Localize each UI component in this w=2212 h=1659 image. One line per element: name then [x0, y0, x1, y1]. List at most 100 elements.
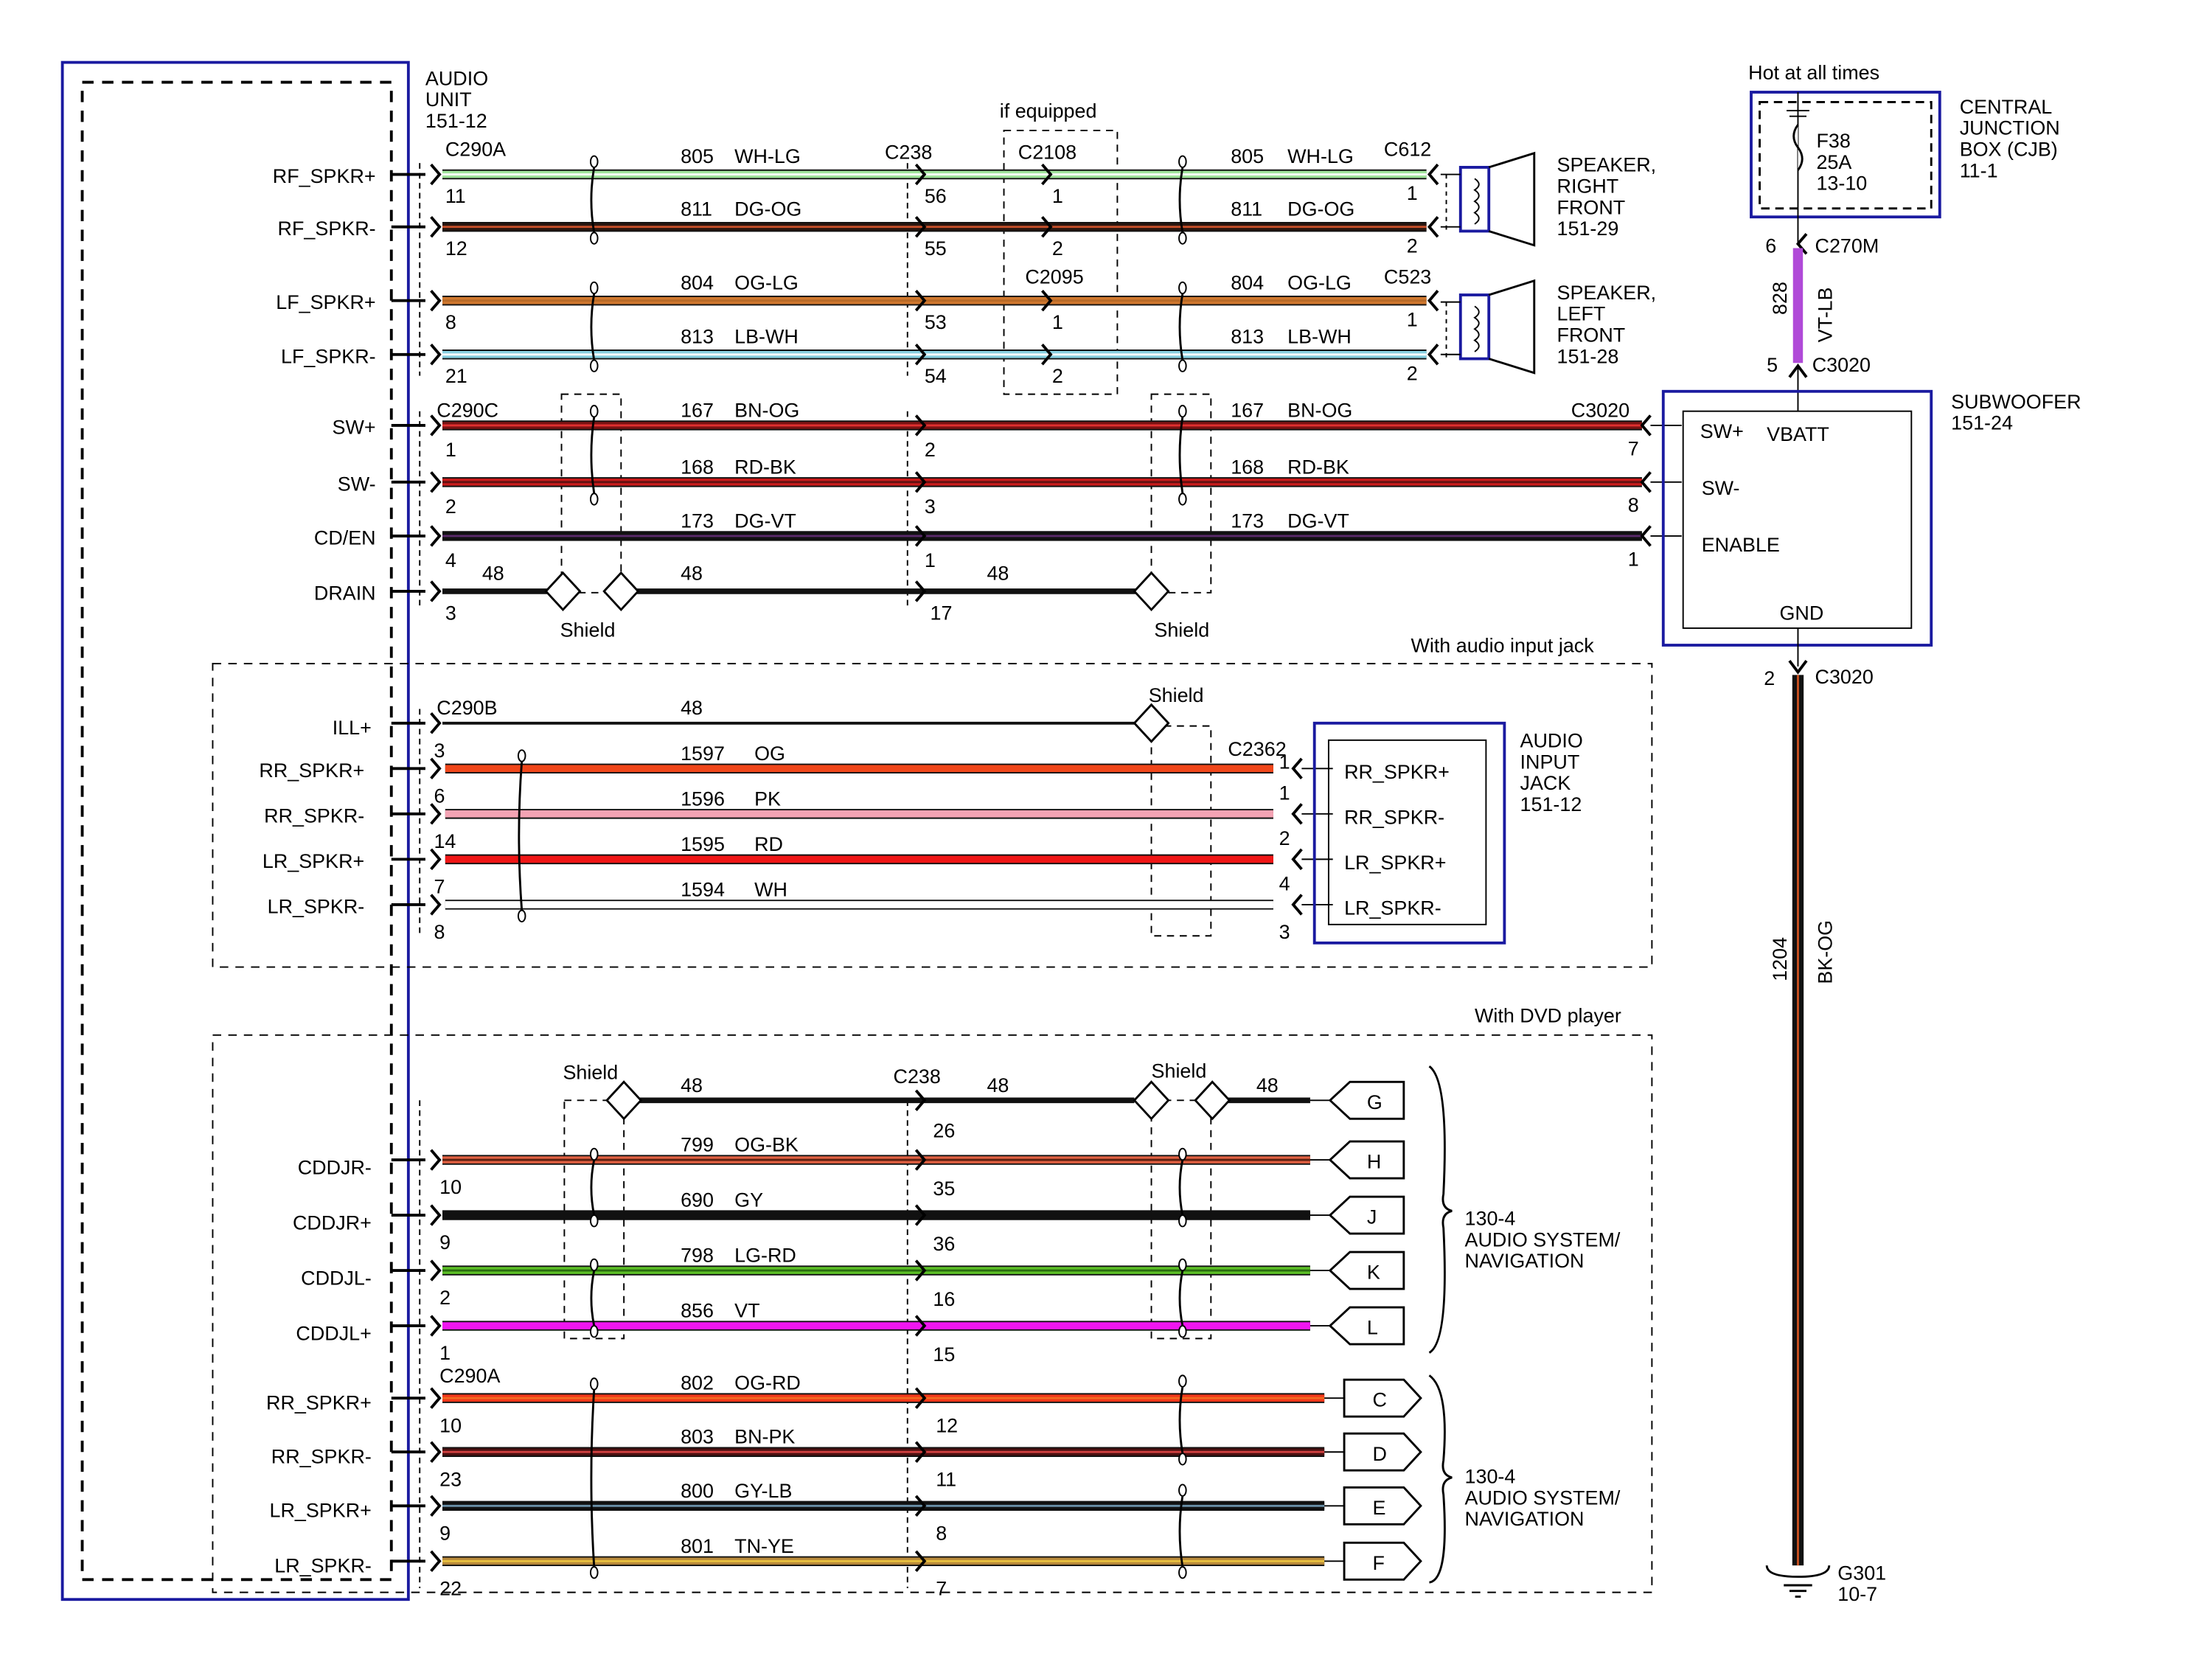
- audio-input-jack-inner: [1327, 739, 1487, 925]
- circuit-number: 1204: [1769, 937, 1791, 981]
- subwoofer-label: 151-24: [1951, 412, 2013, 434]
- wire-color-code: WH-LG: [1287, 145, 1354, 167]
- circuit-number: 48: [987, 1074, 1009, 1096]
- connector-arrow-icon: [1788, 660, 1808, 675]
- pin-number: 36: [933, 1233, 955, 1255]
- twisted-pair-icon: [1178, 1386, 1184, 1454]
- cjb-label: 11-1: [1960, 159, 1998, 181]
- wire-color-code: DG-OG: [734, 198, 801, 220]
- connector-arrow-icon: [430, 414, 442, 437]
- audio-unit-label: 151-12: [425, 110, 487, 132]
- connector-arrow-icon: [1041, 163, 1053, 186]
- wire-color-code: WH: [754, 878, 787, 900]
- audio-unit-inner-box: [80, 80, 393, 1582]
- wire-color-code: PK: [754, 787, 781, 810]
- wire-color-code: WH-LG: [734, 145, 801, 167]
- ground-label: 10-7: [1837, 1583, 1877, 1605]
- connector-label: C290A: [445, 139, 506, 161]
- twisted-pair-icon: [1178, 1495, 1184, 1568]
- pin-label: LR_SPKR-: [274, 1555, 372, 1577]
- circuit-number: 1595: [681, 833, 725, 855]
- connector-arrow-icon: [430, 163, 442, 186]
- pin-number: 1: [1407, 182, 1418, 204]
- twist-end-icon: [1178, 493, 1187, 506]
- speaker-coil-icon: [1473, 178, 1480, 225]
- wire-color-code: VT: [734, 1300, 759, 1322]
- pin-number: 14: [434, 830, 456, 852]
- speaker-label: LEFT: [1557, 303, 1606, 325]
- connector-label: C3020: [1571, 399, 1630, 421]
- circuit-number: 802: [681, 1372, 714, 1394]
- pin-number: 12: [936, 1414, 958, 1436]
- connector-arrow-icon: [1427, 163, 1439, 186]
- circuit-number: 800: [681, 1480, 714, 1502]
- connector-label: C2108: [1018, 141, 1077, 163]
- connector-arrow-icon: [430, 525, 442, 547]
- circuit-number: 798: [681, 1245, 714, 1267]
- connector-arrow-icon: [1291, 848, 1303, 871]
- connector-l: [1328, 1306, 1405, 1346]
- connector-arrow-icon: [430, 344, 442, 366]
- wire-color-code: TN-YE: [734, 1535, 794, 1557]
- connector-g-label: G: [1367, 1091, 1382, 1113]
- connector-arrow-icon: [430, 894, 442, 916]
- hot-at-all-times-label: Hot at all times: [1748, 62, 1879, 84]
- twist-end-icon: [590, 1566, 599, 1579]
- pin-number: 4: [1279, 873, 1290, 895]
- connector-j-label: J: [1367, 1206, 1377, 1228]
- pin-label: SW-: [338, 473, 376, 495]
- ground-icon: [1765, 1565, 1831, 1598]
- connector-arrow-icon: [1041, 215, 1053, 238]
- connector-e-label: E: [1373, 1497, 1386, 1519]
- brace-icon: [1428, 1374, 1453, 1584]
- optional-label: if equipped: [1000, 100, 1097, 122]
- connector-g: [1328, 1080, 1405, 1120]
- connector-label: C290C: [437, 399, 498, 421]
- circuit-number: 828: [1769, 282, 1791, 315]
- shield-label: Shield: [1154, 619, 1209, 641]
- jack-pin-label: LR_SPKR-: [1344, 897, 1441, 919]
- speaker-label: 151-28: [1557, 345, 1619, 367]
- twist-end-icon: [1178, 1258, 1187, 1272]
- pin-label: CDDJR-: [298, 1156, 372, 1178]
- pin-number: 6: [434, 785, 445, 807]
- speaker-cone-icon: [1488, 151, 1536, 247]
- connector-arrow-icon: [430, 1149, 442, 1171]
- twist-end-icon: [590, 232, 599, 245]
- connector-e: [1343, 1486, 1422, 1526]
- connector-arrow-icon: [914, 289, 927, 312]
- pin-label: SW+: [333, 416, 376, 438]
- twist-end-icon: [1178, 281, 1187, 295]
- pin-label: LF_SPKR+: [276, 291, 375, 313]
- circuit-number: 167: [681, 399, 714, 421]
- twist-end-icon: [590, 281, 599, 295]
- connector-d-label: D: [1373, 1443, 1387, 1465]
- pin-number: 1: [439, 1342, 451, 1364]
- circuit-number: 173: [1231, 509, 1264, 532]
- shield-label: Shield: [1149, 684, 1204, 706]
- pin-label: RR_SPKR+: [259, 759, 364, 782]
- connector-arrow-icon: [430, 803, 442, 825]
- pin-label: CDDJL-: [301, 1267, 372, 1289]
- wire-color-code: DG-VT: [734, 509, 796, 532]
- pin-number: 56: [925, 185, 947, 207]
- speaker-label: FRONT: [1557, 324, 1626, 346]
- circuit-number: 1594: [681, 878, 725, 900]
- speaker-terminal-box: [1458, 166, 1491, 233]
- twisted-pair-icon: [590, 293, 596, 361]
- pin-number: 2: [1407, 234, 1418, 257]
- pin-number: 1: [1407, 308, 1418, 330]
- connector-arrow-icon: [1427, 215, 1439, 238]
- twist-end-icon: [517, 749, 526, 762]
- connector-arrow-icon: [914, 344, 927, 366]
- pin-number: 2: [445, 495, 456, 518]
- pin-label: RR_SPKR-: [264, 804, 364, 827]
- connector-arrow-icon: [914, 1089, 927, 1112]
- circuit-number: 48: [987, 563, 1009, 585]
- pin-label: RR_SPKR+: [266, 1392, 372, 1414]
- circuit-number: 1596: [681, 787, 725, 810]
- wire-color-code: DG-VT: [1287, 509, 1349, 532]
- circuit-number: 811: [681, 198, 712, 220]
- wire-color-code: LG-RD: [734, 1245, 796, 1267]
